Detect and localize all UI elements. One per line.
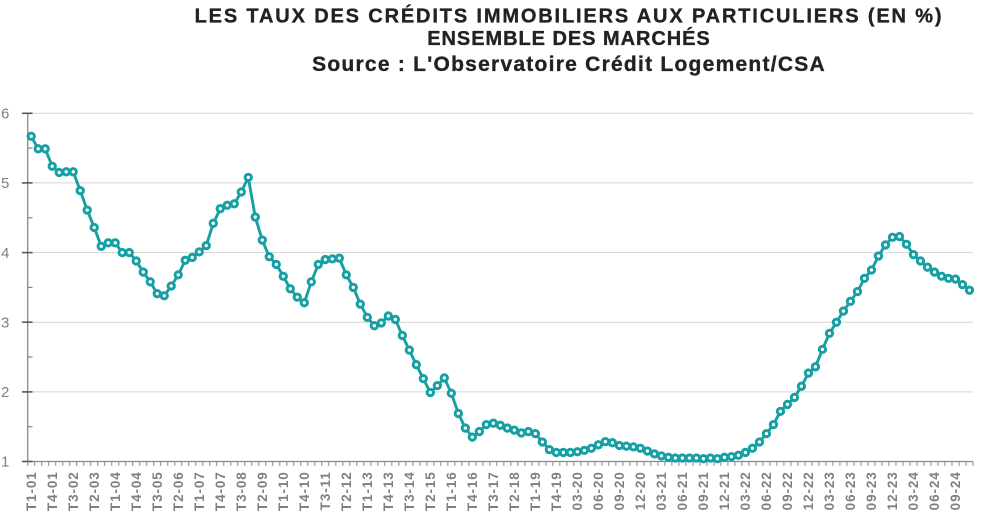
svg-text:T4-01: T4-01 [45,471,60,511]
svg-text:T1-07: T1-07 [192,471,207,511]
svg-text:03-24: 03-24 [906,471,921,510]
svg-text:4: 4 [1,245,9,262]
svg-text:6: 6 [1,106,9,123]
svg-text:03-20: 03-20 [570,471,585,510]
svg-text:T1-04: T1-04 [108,471,123,511]
svg-text:T4-07: T4-07 [213,471,228,511]
svg-text:T1-19: T1-19 [528,471,543,511]
svg-text:06-20: 06-20 [591,471,606,510]
svg-text:T3-02: T3-02 [66,471,81,511]
svg-text:09-22: 09-22 [780,471,795,510]
svg-text:T2-18: T2-18 [507,471,522,511]
svg-text:T3-11: T3-11 [318,471,333,510]
svg-text:03-23: 03-23 [822,471,837,510]
svg-text:12-20: 12-20 [633,471,648,510]
svg-text:09-24: 09-24 [948,471,963,510]
svg-text:T3-08: T3-08 [234,471,249,511]
svg-text:Source : L'Observatoire Crédit: Source : L'Observatoire Crédit Logement/… [312,53,826,76]
svg-text:T4-16: T4-16 [465,471,480,511]
svg-text:03-22: 03-22 [738,471,753,510]
svg-text:06-23: 06-23 [843,471,858,510]
svg-text:06-22: 06-22 [759,471,774,510]
svg-text:12-22: 12-22 [801,471,816,510]
svg-text:T2-06: T2-06 [171,471,186,511]
svg-text:T1-01: T1-01 [24,471,39,511]
svg-text:1: 1 [1,454,9,471]
svg-text:09-20: 09-20 [612,471,627,510]
svg-text:2: 2 [1,384,9,401]
svg-text:T2-03: T2-03 [87,471,102,511]
svg-text:T1-13: T1-13 [360,471,375,511]
svg-text:T4-10: T4-10 [297,471,312,511]
svg-text:T1-10: T1-10 [276,471,291,511]
svg-text:T4-19: T4-19 [549,471,564,511]
svg-text:T2-09: T2-09 [255,471,270,511]
svg-text:T3-14: T3-14 [402,471,417,511]
svg-text:12-21: 12-21 [717,471,732,510]
svg-text:T3-17: T3-17 [486,471,501,511]
svg-text:T4-13: T4-13 [381,471,396,511]
svg-text:06-21: 06-21 [675,471,690,510]
svg-text:3: 3 [1,314,9,331]
svg-text:T2-15: T2-15 [423,471,438,511]
svg-text:T3-05: T3-05 [150,471,165,511]
svg-text:09-21: 09-21 [696,471,711,510]
svg-text:12-23: 12-23 [885,471,900,510]
svg-text:06-24: 06-24 [927,471,942,510]
svg-text:LES TAUX DES CRÉDITS IMMOBILIE: LES TAUX DES CRÉDITS IMMOBILIERS AUX PAR… [195,5,944,28]
svg-text:T4-04: T4-04 [129,471,144,511]
svg-text:03-21: 03-21 [654,471,669,510]
svg-text:5: 5 [1,175,9,192]
svg-text:T1-16: T1-16 [444,471,459,511]
svg-text:ENSEMBLE DES MARCHÉS: ENSEMBLE DES MARCHÉS [427,27,710,50]
svg-text:09-23: 09-23 [864,471,879,510]
svg-text:T2-12: T2-12 [339,471,354,511]
